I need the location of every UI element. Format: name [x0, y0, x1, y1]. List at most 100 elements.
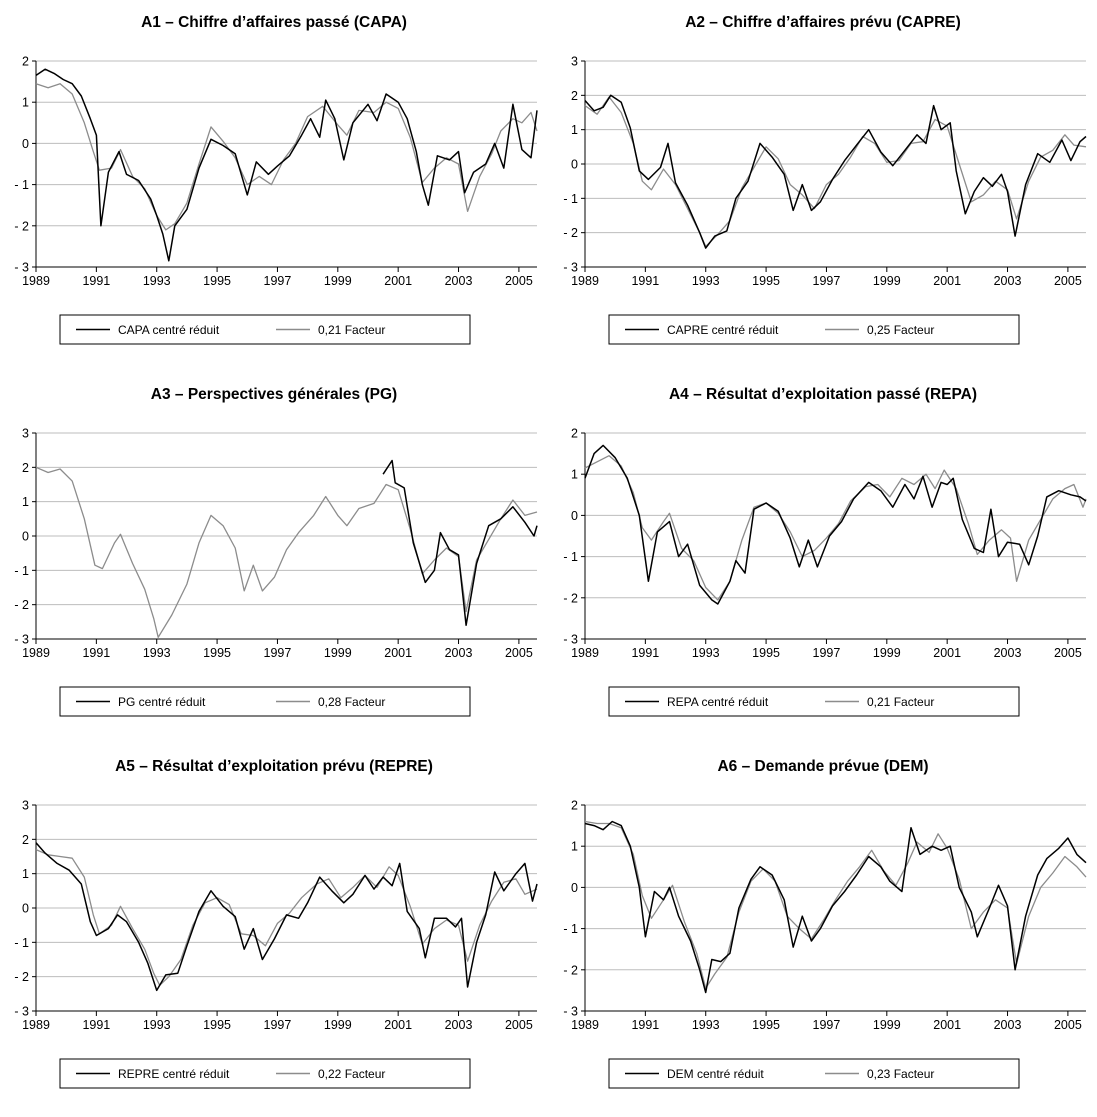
x-tick-label: 1997 — [813, 646, 841, 660]
y-tick-label: - 3 — [14, 1005, 29, 1019]
chart-title: A5 – Résultat d’exploitation prévu (REPR… — [115, 758, 433, 775]
legend-label: CAPA centré réduit — [118, 323, 220, 337]
chart-panel-a3: A3 – Perspectives générales (PG) - 3 - 2 - … — [0, 372, 548, 744]
y-tick-label: 3 — [22, 427, 29, 441]
y-tick-label: 3 — [571, 55, 578, 69]
y-tick-label: - 1 — [14, 936, 29, 950]
chart-title: A3 – Perspectives générales (PG) — [151, 386, 397, 403]
chart-panel-a2: A2 – Chiffre d’affaires prévu (CAPRE) - 3… — [549, 0, 1097, 372]
series-line-factor — [35, 83, 538, 231]
y-tick-label: - 3 — [563, 261, 578, 275]
legend-box — [59, 314, 471, 345]
y-tick-label: 2 — [571, 89, 578, 103]
y-tick-label: 2 — [22, 55, 29, 69]
x-tick-label: 1999 — [324, 274, 352, 288]
x-tick-label: 1991 — [631, 646, 659, 660]
y-tick-label: - 1 — [14, 178, 29, 192]
x-tick-label: 1991 — [82, 274, 110, 288]
y-tick-label: 0 — [571, 881, 578, 895]
chart-panel-a1: A1 – Chiffre d’affaires passé (CAPA) - 3 -… — [0, 0, 548, 372]
x-tick-label: 2005 — [505, 274, 533, 288]
chart-panel-a6: A6 – Demande prévue (DEM) - 3 - 2 - 1 0 1 2 198… — [549, 744, 1097, 1116]
x-tick-label: 2003 — [994, 1018, 1022, 1032]
chart-svg: A5 – Résultat d’exploitation prévu (REPR… — [14, 758, 538, 1089]
legend-label: CAPRE centré réduit — [667, 323, 779, 337]
legend-box — [608, 1058, 1020, 1089]
y-tick-label: - 3 — [563, 1005, 578, 1019]
series-line-standardized — [382, 459, 538, 627]
x-tick-label: 2001 — [933, 1018, 961, 1032]
chart-title: A1 – Chiffre d’affaires passé (CAPA) — [141, 14, 407, 31]
legend-box — [608, 314, 1020, 345]
series-line-standardized — [584, 94, 1087, 249]
x-tick-label: 1991 — [82, 646, 110, 660]
legend-label: 0,21 Facteur — [867, 695, 934, 709]
y-tick-label: - 2 — [14, 219, 29, 233]
y-tick-label: - 2 — [563, 591, 578, 605]
chart-svg: A2 – Chiffre d’affaires prévu (CAPRE) - 3… — [563, 14, 1087, 345]
x-tick-label: 2001 — [384, 646, 412, 660]
x-tick-label: 1997 — [264, 646, 292, 660]
y-tick-label: 1 — [571, 840, 578, 854]
x-tick-label: 1991 — [82, 1018, 110, 1032]
x-tick-label: 1993 — [143, 1018, 171, 1032]
legend-label: 0,28 Facteur — [318, 695, 385, 709]
series-line-standardized — [584, 444, 1087, 605]
legend-label: REPA centré réduit — [667, 695, 769, 709]
chart-svg: A6 – Demande prévue (DEM) - 3 - 2 - 1 0 1 2 198… — [563, 758, 1087, 1089]
x-tick-label: 1997 — [264, 1018, 292, 1032]
x-tick-label: 1993 — [692, 646, 720, 660]
y-tick-label: 2 — [22, 833, 29, 847]
x-tick-label: 2001 — [933, 274, 961, 288]
x-tick-label: 1999 — [873, 1018, 901, 1032]
x-tick-label: 1997 — [813, 274, 841, 288]
x-tick-label: 1995 — [203, 646, 231, 660]
x-tick-label: 1991 — [631, 274, 659, 288]
x-tick-label: 1997 — [264, 274, 292, 288]
y-tick-label: - 1 — [563, 192, 578, 206]
y-tick-label: - 1 — [14, 564, 29, 578]
x-tick-label: 2003 — [994, 274, 1022, 288]
legend-box — [59, 1058, 471, 1089]
x-tick-label: 1993 — [143, 646, 171, 660]
y-tick-label: - 3 — [14, 633, 29, 647]
x-tick-label: 1999 — [324, 1018, 352, 1032]
y-tick-label: - 2 — [14, 970, 29, 984]
x-tick-label: 1989 — [22, 646, 50, 660]
y-tick-label: 2 — [571, 799, 578, 813]
x-tick-label: 2003 — [994, 646, 1022, 660]
legend-label: 0,22 Facteur — [318, 1067, 385, 1081]
y-tick-label: 2 — [571, 427, 578, 441]
legend-label: 0,25 Facteur — [867, 323, 934, 337]
y-tick-label: - 2 — [563, 226, 578, 240]
chart-title: A2 – Chiffre d’affaires prévu (CAPRE) — [685, 14, 961, 31]
y-tick-label: 1 — [22, 96, 29, 110]
y-tick-label: - 3 — [563, 633, 578, 647]
legend-label: REPRE centré réduit — [118, 1067, 230, 1081]
x-tick-label: 1997 — [813, 1018, 841, 1032]
legend-label: 0,23 Facteur — [867, 1067, 934, 1081]
x-tick-label: 2003 — [445, 274, 473, 288]
y-tick-label: - 1 — [563, 922, 578, 936]
x-tick-label: 2001 — [384, 274, 412, 288]
x-tick-label: 1995 — [752, 646, 780, 660]
x-tick-label: 1995 — [203, 1018, 231, 1032]
y-tick-label: 0 — [22, 530, 29, 544]
y-tick-label: 0 — [22, 137, 29, 151]
x-tick-label: 1995 — [752, 274, 780, 288]
x-tick-label: 2003 — [445, 646, 473, 660]
x-tick-label: 2003 — [445, 1018, 473, 1032]
x-tick-label: 1989 — [571, 646, 599, 660]
chart-title: A6 – Demande prévue (DEM) — [717, 758, 928, 775]
y-tick-label: 1 — [22, 495, 29, 509]
x-tick-label: 1999 — [873, 274, 901, 288]
legend-label: 0,21 Facteur — [318, 323, 385, 337]
chart-svg: A3 – Perspectives générales (PG) - 3 - 2 - … — [14, 386, 538, 717]
x-tick-label: 2001 — [933, 646, 961, 660]
y-tick-label: 2 — [22, 461, 29, 475]
chart-svg: A4 – Résultat d’exploitation passé (REPA… — [563, 386, 1087, 717]
x-tick-label: 2001 — [384, 1018, 412, 1032]
y-tick-label: 1 — [571, 123, 578, 137]
y-tick-label: - 2 — [14, 598, 29, 612]
y-tick-label: - 3 — [14, 261, 29, 275]
